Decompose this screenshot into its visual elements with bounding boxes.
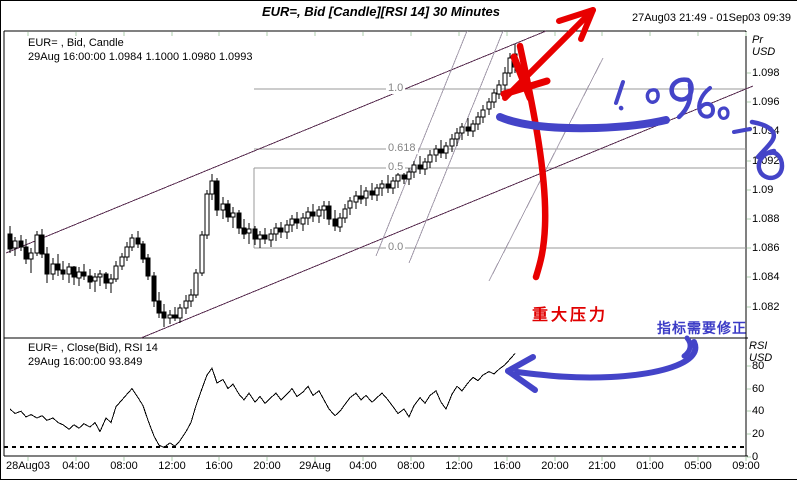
price-tick-label: 1.084 <box>752 271 780 283</box>
rsi-tick-label: 20 <box>752 428 764 440</box>
price-tick-label: 1.094 <box>752 125 780 137</box>
fib-level-label: 1.0 <box>386 83 405 94</box>
time-tick-label: 09:00 <box>716 460 776 472</box>
price-tick-label: 1.09 <box>752 184 773 196</box>
rsi-tick-label: 80 <box>752 360 764 372</box>
fib-level-label: 0.5 <box>386 162 405 173</box>
annotation-red-text: 重大压力 <box>532 301 608 325</box>
rsi-tick-label: 40 <box>752 405 764 417</box>
price-tick-label: 1.092 <box>752 155 780 167</box>
rsi-tick-label: 0 <box>752 451 758 463</box>
price-tick-label: 1.098 <box>752 67 780 79</box>
annotation-blue-text: 指标需要修正 <box>657 318 747 338</box>
fib-level-label: 0.618 <box>386 143 418 154</box>
rsi-tick-label: 60 <box>752 383 764 395</box>
price-tick-label: 1.096 <box>752 96 780 108</box>
price-tick-label: 1.088 <box>752 213 780 225</box>
price-tick-label: 1.082 <box>752 301 780 313</box>
fib-level-label: 0.0 <box>386 242 405 253</box>
price-tick-label: 1.086 <box>752 242 780 254</box>
